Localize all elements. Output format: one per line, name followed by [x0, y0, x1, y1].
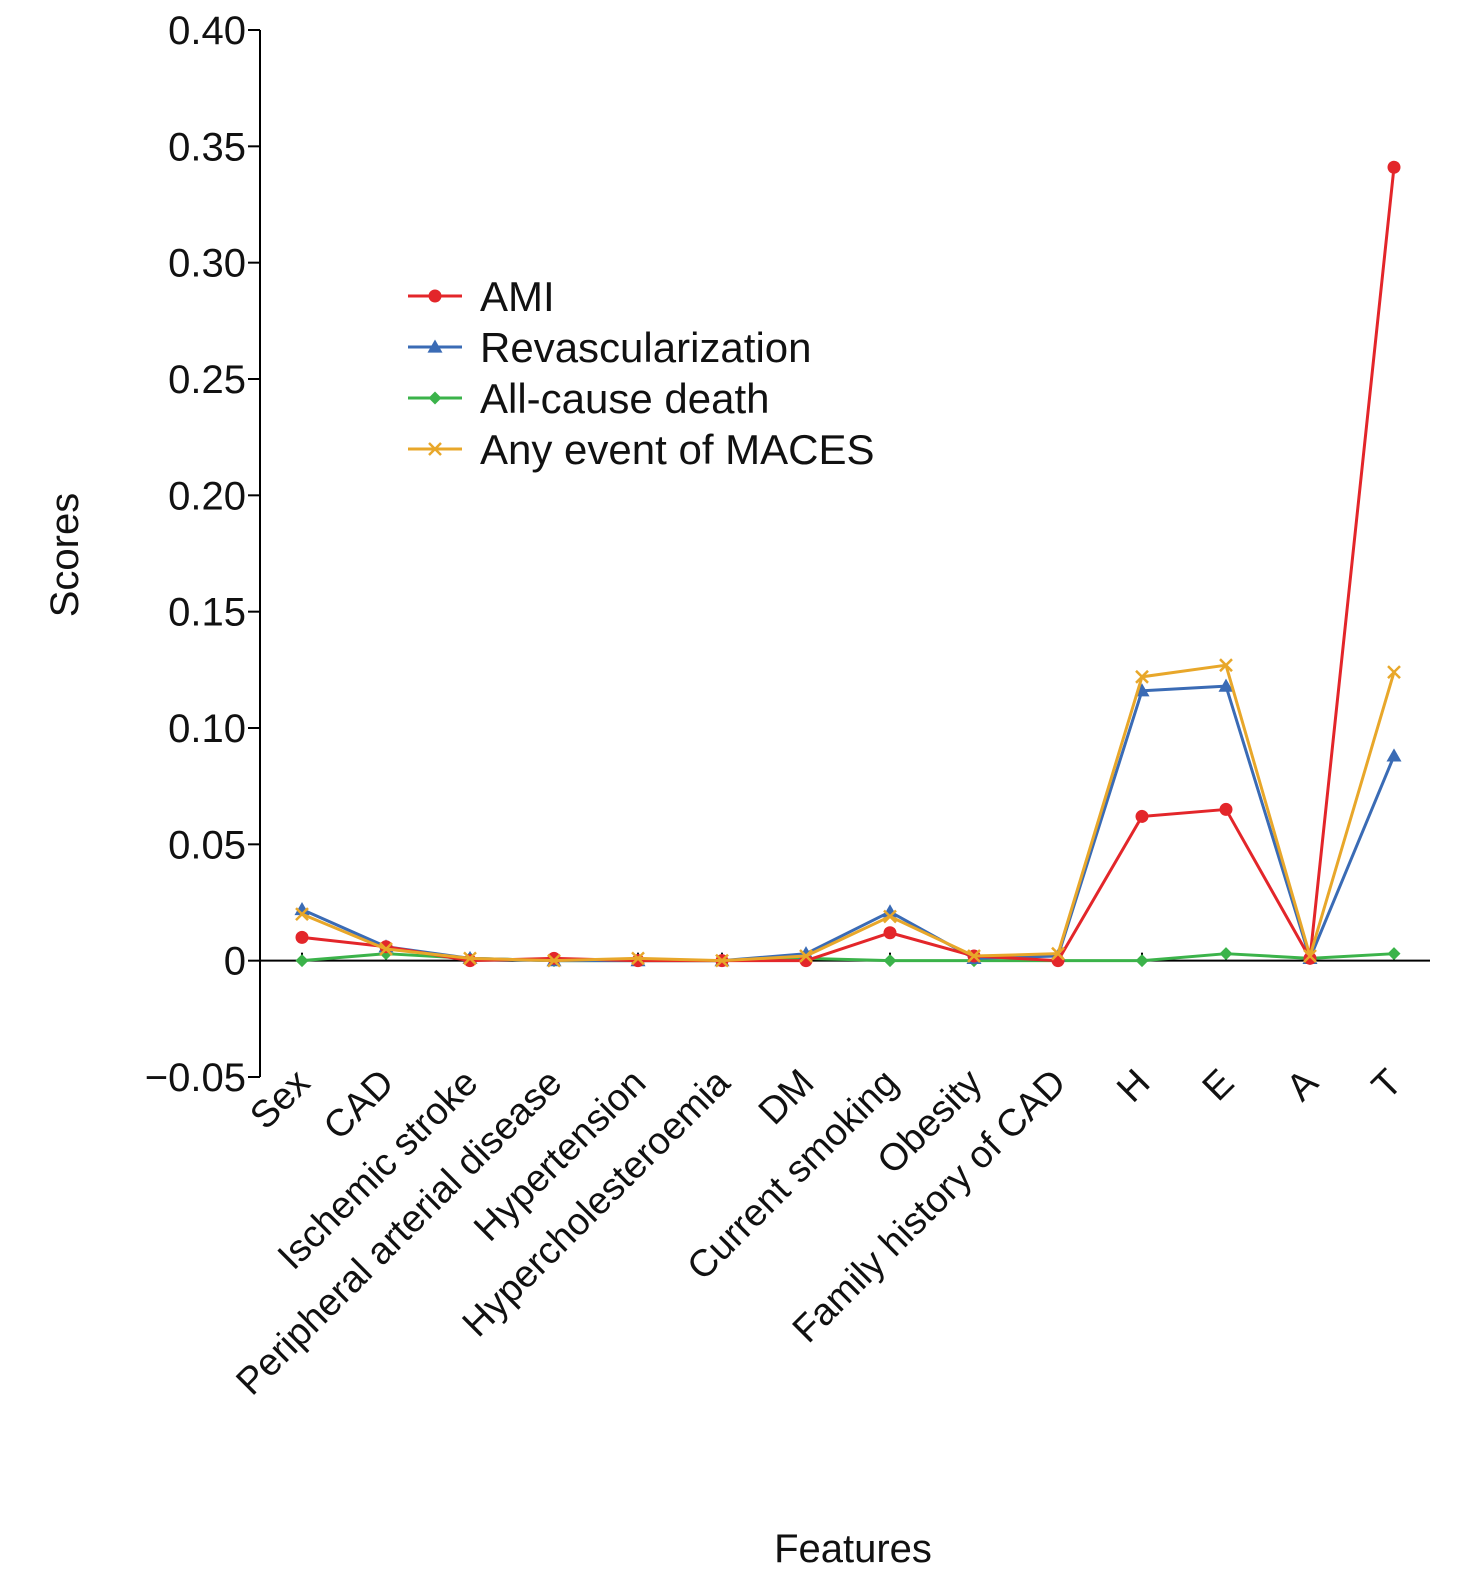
- y-tick-label: 0.15: [168, 591, 246, 635]
- series-line: [301, 167, 1396, 963]
- legend-entry: Any event of MACES: [408, 426, 875, 473]
- data-point: [428, 289, 442, 303]
- legend-label: All-cause death: [480, 375, 770, 422]
- y-tick-label: 0: [224, 940, 246, 984]
- legend-entry: All-cause death: [408, 375, 770, 422]
- data-point: [463, 951, 477, 966]
- data-point: [715, 953, 729, 968]
- data-point: [1387, 160, 1401, 174]
- legend-label: Any event of MACES: [480, 426, 875, 473]
- data-point: [1303, 949, 1317, 963]
- x-tick-label: Sex: [242, 1062, 318, 1138]
- x-tick-label: H: [1109, 1062, 1158, 1111]
- data-point: [295, 907, 309, 922]
- data-point: [1218, 678, 1234, 692]
- legend-entry: Revascularization: [408, 324, 812, 371]
- y-tick-label: 0.20: [168, 474, 246, 518]
- data-point: [631, 951, 645, 966]
- data-point: [1387, 665, 1401, 680]
- data-point: [379, 942, 393, 956]
- data-point: [883, 954, 897, 968]
- legend-label: Revascularization: [480, 324, 812, 371]
- data-point: [1135, 954, 1149, 968]
- y-axis-title: Scores: [43, 493, 87, 618]
- data-point: [1135, 669, 1149, 684]
- data-point: [1135, 809, 1149, 823]
- data-point: [631, 954, 645, 968]
- data-point: [547, 953, 561, 968]
- data-point: [799, 949, 813, 963]
- x-tick-label: E: [1195, 1062, 1243, 1110]
- x-tick-label: T: [1364, 1062, 1410, 1108]
- series-layer: [294, 160, 1402, 968]
- y-tick-label: 0.10: [168, 707, 246, 751]
- y-tick-label: 0.25: [168, 358, 246, 402]
- data-point: [1219, 658, 1233, 673]
- data-point: [295, 930, 309, 944]
- data-point: [1051, 946, 1065, 961]
- y-tick-label: 0.05: [168, 823, 246, 867]
- data-point: [883, 926, 897, 940]
- data-point: [1303, 951, 1317, 965]
- data-point: [1219, 802, 1233, 816]
- data-point: [1051, 954, 1065, 968]
- series-line: [301, 663, 1396, 963]
- data-point: [1387, 947, 1401, 961]
- series-revascularization: [294, 678, 1402, 967]
- legend-entry: AMI: [408, 273, 555, 320]
- x-tick-label: DM: [751, 1062, 822, 1133]
- x-axis-title: Features: [774, 1527, 932, 1571]
- x-tick-label: A: [1279, 1061, 1327, 1109]
- y-tick-label: 0.30: [168, 242, 246, 286]
- data-point: [427, 339, 443, 353]
- data-point: [547, 951, 561, 965]
- series-any-event-of-maces: [295, 658, 1401, 968]
- y-tick-label: −0.05: [145, 1056, 246, 1100]
- data-point: [883, 909, 897, 924]
- data-point: [428, 442, 442, 456]
- data-point: [463, 954, 477, 968]
- series-line: [301, 684, 1396, 963]
- legend-label: AMI: [480, 273, 555, 320]
- data-point: [428, 391, 442, 405]
- data-point: [967, 949, 981, 963]
- y-tick-label: 0.35: [168, 125, 246, 169]
- data-point: [295, 954, 309, 968]
- series-ami: [295, 160, 1401, 968]
- y-tick-label: 0.40: [168, 9, 246, 53]
- data-point: [1386, 748, 1402, 762]
- data-point: [1219, 947, 1233, 961]
